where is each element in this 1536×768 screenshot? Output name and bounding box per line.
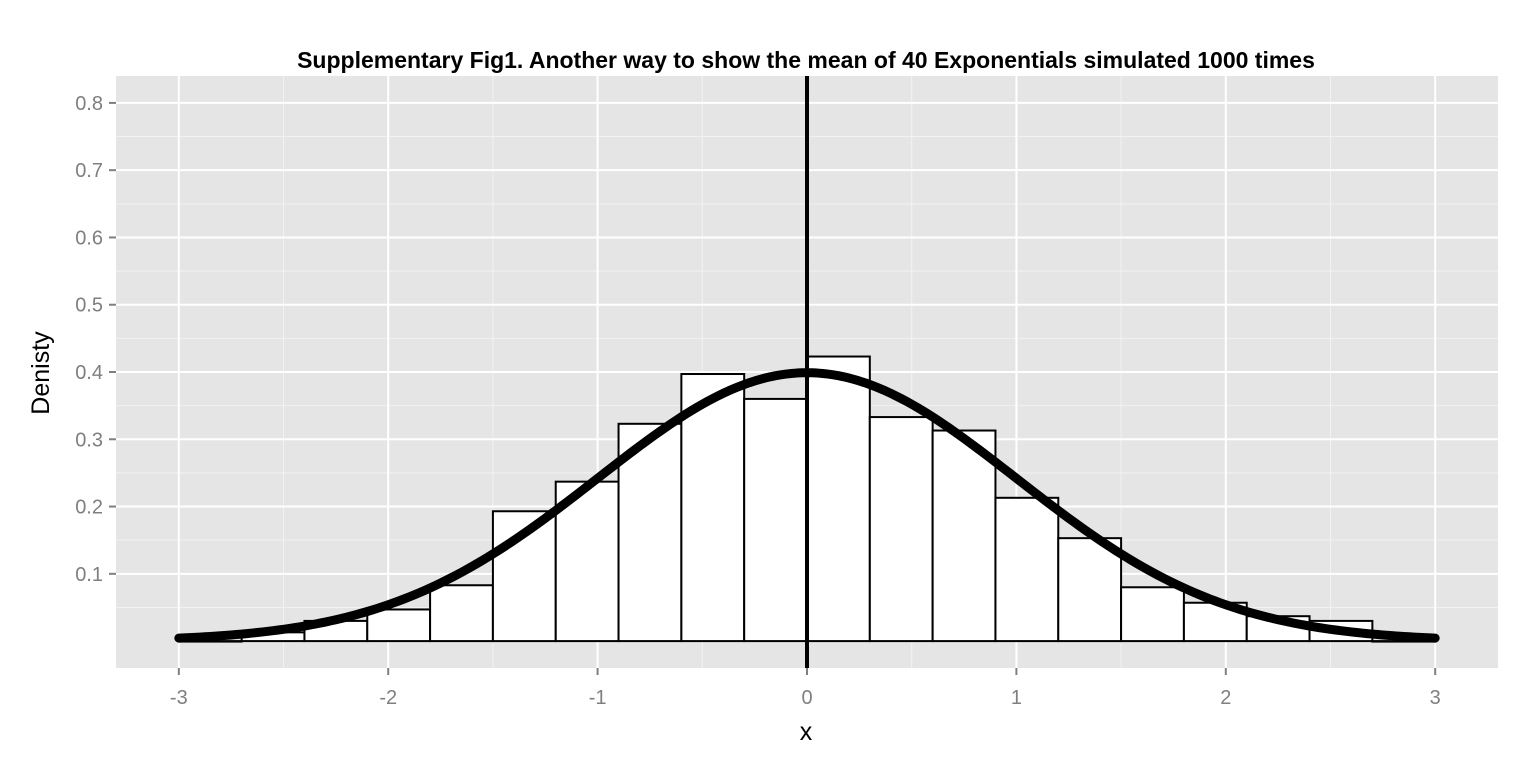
histogram-bar [931, 429, 997, 643]
x-tick-label: 0 [801, 687, 812, 709]
y-tick-label: 0.4 [75, 362, 103, 384]
histogram-bar [994, 496, 1060, 643]
x-tick-label: -2 [379, 687, 397, 709]
x-tick-label: -3 [170, 687, 188, 709]
histogram-bar [680, 373, 746, 643]
histogram-bar [429, 584, 494, 643]
histogram-bar [617, 422, 683, 643]
x-tick-label: 3 [1430, 687, 1441, 709]
histogram-bar [806, 355, 871, 643]
x-tick-label: -1 [589, 687, 607, 709]
x-tick-label: 1 [1011, 687, 1022, 709]
histogram-bars [177, 355, 1437, 643]
x-axis-ticks: -3 -2 -1 0 1 2 3 [170, 668, 1441, 709]
histogram-bar [868, 416, 934, 643]
chart-title: Supplementary Fig1. Another way to show … [297, 47, 1315, 73]
histogram-bar [1057, 537, 1123, 643]
y-tick-label: 0.7 [75, 160, 103, 182]
y-tick-label: 0.6 [75, 227, 103, 249]
y-tick-label: 0.3 [75, 429, 103, 451]
histogram-bar [554, 480, 620, 643]
x-tick-label: 2 [1220, 687, 1231, 709]
histogram-bar [1120, 586, 1185, 643]
y-axis-ticks: 0.1 0.2 0.3 0.4 0.5 0.6 0.7 0.8 [75, 93, 116, 586]
y-tick-label: 0.8 [75, 93, 103, 115]
y-axis-title: Denisty [27, 331, 55, 415]
y-tick-label: 0.2 [75, 497, 103, 519]
y-tick-label: 0.1 [75, 564, 103, 586]
y-tick-label: 0.5 [75, 295, 103, 317]
x-axis-title: x [800, 718, 813, 746]
histogram-bar [743, 397, 809, 643]
histogram-bar [366, 608, 432, 643]
